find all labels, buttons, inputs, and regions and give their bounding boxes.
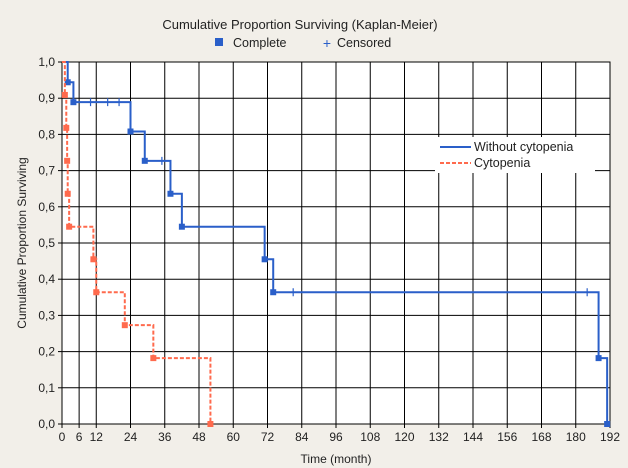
- without-cytopenia-event-marker: [167, 190, 174, 197]
- y-tick-label: 0,3: [38, 308, 55, 322]
- without-cytopenia-censored-marker: [115, 98, 124, 107]
- complete-legend-label: Complete: [233, 36, 287, 50]
- x-tick-label: 48: [192, 430, 206, 444]
- cytopenia-event-marker: [64, 157, 71, 164]
- cytopenia-event-marker: [121, 322, 128, 329]
- x-tick-label: 60: [227, 430, 241, 444]
- x-tick-label: 6: [76, 430, 83, 444]
- x-tick-label: 120: [394, 430, 414, 444]
- without-cytopenia-event-marker: [178, 223, 185, 230]
- series-legend-bg: [435, 137, 595, 173]
- chart-title: Cumulative Proportion Surviving (Kaplan-…: [162, 17, 437, 32]
- x-tick-label: 180: [566, 430, 586, 444]
- x-tick-label: 144: [463, 430, 483, 444]
- cytopenia-event-marker: [66, 223, 73, 230]
- without-cytopenia-legend-label: Without cytopenia: [474, 140, 573, 154]
- x-tick-label: 156: [497, 430, 517, 444]
- x-tick-label: 12: [90, 430, 104, 444]
- y-axis-label: Cumulative Proportion Surviving: [15, 157, 29, 328]
- axis-ticks: 0 6 12 24 36 48 60 72 84 96 108 120 132 144 156 168 180 1…: [38, 55, 620, 444]
- cytopenia-event-marker: [93, 289, 100, 296]
- y-tick-label: 0,5: [38, 236, 55, 250]
- without-cytopenia-event-marker: [127, 128, 134, 135]
- y-tick-label: 0,0: [38, 417, 55, 431]
- without-cytopenia-censored-marker: [289, 288, 298, 297]
- without-cytopenia-censored-marker: [583, 288, 592, 297]
- without-cytopenia-censored-marker: [103, 98, 112, 107]
- x-axis-label: Time (month): [301, 452, 372, 466]
- y-tick-label: 0,6: [38, 200, 55, 214]
- x-tick-label: 132: [429, 430, 449, 444]
- without-cytopenia-censored-marker: [157, 156, 166, 165]
- series-legend: Without cytopenia Cytopenia: [435, 137, 595, 173]
- marker-legend: Complete + Censored: [215, 35, 391, 51]
- cytopenia-event-marker: [61, 91, 68, 98]
- x-tick-label: 24: [124, 430, 138, 444]
- x-tick-label: 84: [295, 430, 309, 444]
- y-tick-label: 0,4: [38, 272, 55, 286]
- without-cytopenia-event-marker: [261, 256, 268, 263]
- x-tick-label: 72: [261, 430, 275, 444]
- gridlines: [62, 62, 610, 424]
- cytopenia-event-marker: [90, 256, 97, 263]
- cytopenia-event-marker: [63, 124, 70, 131]
- x-tick-label: 168: [531, 430, 551, 444]
- y-tick-label: 0,1: [38, 381, 55, 395]
- cytopenia-event-marker: [64, 190, 71, 197]
- cytopenia-event-marker: [207, 421, 214, 427]
- without-cytopenia-event-marker: [70, 99, 77, 106]
- cytopenia-event-marker: [150, 355, 157, 362]
- x-tick-label: 0: [59, 430, 66, 444]
- without-cytopenia-event-marker: [141, 157, 148, 164]
- y-tick-label: 0,7: [38, 164, 55, 178]
- censored-legend-label: Censored: [337, 36, 391, 50]
- without-cytopenia-event-marker: [64, 79, 71, 86]
- y-tick-label: 1,0: [38, 55, 55, 69]
- without-cytopenia-censored-marker: [86, 98, 95, 107]
- x-tick-label: 96: [329, 430, 343, 444]
- y-tick-label: 0,9: [38, 91, 55, 105]
- censored-legend-marker: +: [323, 35, 331, 51]
- cytopenia-legend-label: Cytopenia: [474, 156, 530, 170]
- complete-legend-marker: [215, 38, 223, 46]
- without-cytopenia-event-marker: [270, 289, 277, 296]
- y-tick-label: 0,2: [38, 345, 55, 359]
- y-tick-label: 0,8: [38, 127, 55, 141]
- x-tick-label: 108: [360, 430, 380, 444]
- x-tick-label: 36: [158, 430, 172, 444]
- x-tick-label: 192: [600, 430, 620, 444]
- survival-curves: [61, 61, 611, 427]
- without-cytopenia-event-marker: [604, 421, 611, 427]
- without-cytopenia-event-marker: [595, 355, 602, 362]
